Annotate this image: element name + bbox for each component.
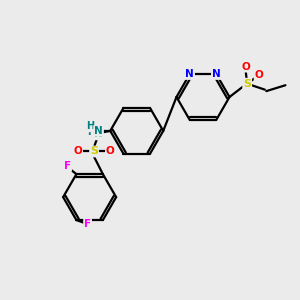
Text: S: S — [243, 79, 251, 89]
Text: O: O — [255, 70, 263, 80]
Text: H: H — [87, 127, 95, 137]
Text: O: O — [74, 146, 82, 157]
Text: O: O — [106, 146, 115, 157]
Text: F: F — [84, 219, 91, 229]
Text: F: F — [64, 161, 71, 171]
Text: O: O — [241, 62, 250, 72]
Text: N: N — [212, 69, 220, 79]
Text: N: N — [94, 126, 103, 136]
Text: N: N — [94, 129, 103, 140]
Text: N: N — [185, 69, 194, 79]
Text: S: S — [90, 146, 98, 157]
Text: H: H — [86, 122, 94, 131]
